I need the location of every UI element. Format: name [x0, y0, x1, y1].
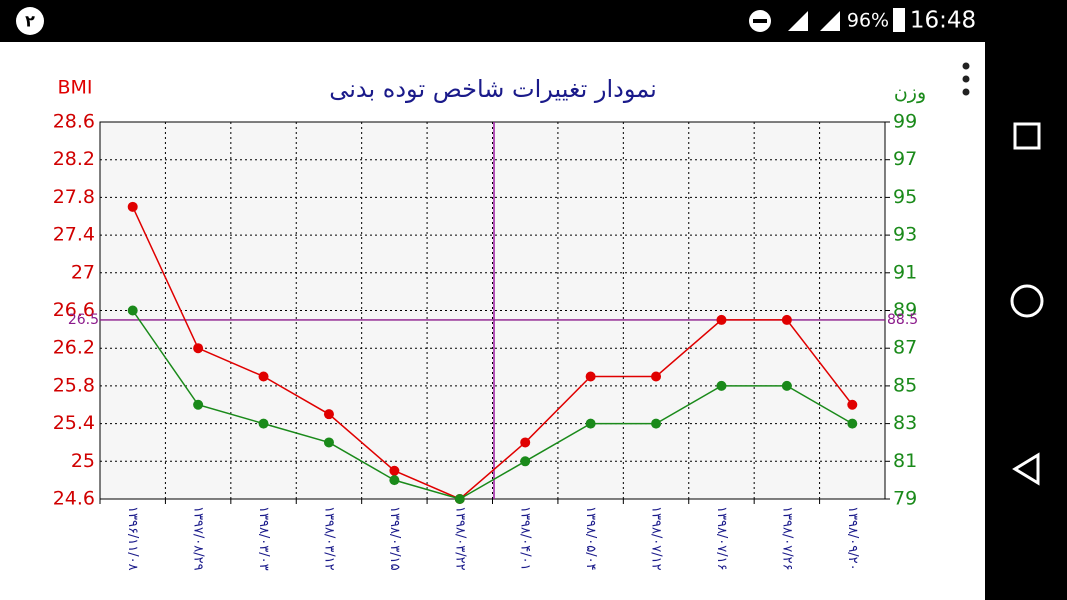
x-tick-label: ۱۳۹۶/۱۱/۰۸: [125, 506, 140, 571]
y-tick-label: 27.4: [53, 224, 95, 246]
y2-tick-label: 81: [893, 450, 917, 472]
clock: 16:48: [910, 8, 976, 34]
series-line: [132, 310, 853, 500]
data-point: [258, 371, 269, 382]
y-tick-label: 28.2: [53, 148, 95, 170]
y-tick-label: 24.6: [53, 488, 95, 510]
data-point: [847, 418, 858, 429]
x-tick-label: ۱۳۹۸/۰۷/۱۲: [649, 506, 664, 571]
y-tick-label: 26.2: [53, 337, 95, 359]
data-point: [193, 343, 204, 354]
y-tick-label: 27.8: [53, 186, 95, 208]
data-point: [323, 437, 334, 448]
data-point: [127, 201, 138, 212]
y2-tick-label: 79: [893, 488, 917, 510]
data-point: [651, 418, 662, 429]
y2-tick-label: 83: [893, 412, 917, 434]
signal-icon: [788, 11, 808, 31]
menu-dot[interactable]: [962, 75, 970, 83]
data-point: [716, 380, 727, 391]
data-point: [585, 418, 596, 429]
data-point: [781, 380, 792, 391]
y-tick-label: 25: [71, 450, 95, 472]
reference-label-y2: 88.5: [887, 312, 918, 328]
y2-axis-label: وزن: [894, 82, 926, 104]
x-tick-label: ۱۳۹۸/۰۳/۰۳: [256, 506, 271, 571]
menu-dot[interactable]: [962, 62, 970, 70]
dnd-bar: [753, 19, 767, 23]
x-tick-label: ۱۳۹۸/۰۴/۰۱: [518, 506, 533, 571]
notification-count: ۲: [25, 12, 35, 31]
menu-dot[interactable]: [962, 88, 970, 96]
x-tick-label: ۱۳۹۸/۰۹/۲۰: [845, 506, 860, 571]
y-tick-label: 25.8: [53, 374, 95, 396]
y2-tick-label: 85: [893, 374, 917, 396]
data-point: [193, 399, 204, 410]
y2-tick-label: 89: [893, 299, 917, 321]
notification-icon: [16, 7, 44, 35]
data-point: [585, 371, 596, 382]
y-tick-label: 25.4: [53, 412, 95, 434]
y2-tick-label: 99: [893, 111, 917, 133]
x-tick-label: ۱۳۹۸/۰۳/۱۵: [387, 506, 402, 571]
data-point: [389, 465, 400, 476]
reference-label: 26.5: [68, 312, 99, 328]
battery-text: 96%: [847, 10, 889, 32]
data-point: [454, 494, 465, 504]
recents-button[interactable]: [1013, 122, 1041, 150]
nav-bar: [985, 42, 1067, 600]
y-tick-label: 27: [71, 261, 95, 283]
chart-title: نمودار تغییرات شاخص توده بدنی: [329, 75, 657, 103]
data-point: [323, 409, 334, 420]
data-point: [520, 437, 531, 448]
data-point: [520, 456, 531, 467]
x-tick-label: ۱۳۹۸/۰۳/۲۲: [452, 506, 467, 571]
y2-tick-label: 97: [893, 148, 917, 170]
x-tick-label: ۱۳۹۸/۰۳/۱۲: [321, 506, 336, 571]
back-button[interactable]: [1012, 452, 1040, 486]
x-tick-label: ۱۳۹۷/۰۸/۲۹: [191, 506, 206, 571]
x-tick-label: ۱۳۹۸/۰۷/۲۶: [779, 506, 794, 571]
y2-tick-label: 91: [893, 261, 917, 283]
x-tick-label: ۱۳۹۸/۰۵/۰۴: [583, 506, 598, 571]
data-point: [127, 305, 138, 316]
data-point: [716, 314, 727, 325]
status-bar: [0, 0, 1067, 42]
y2-tick-label: 93: [893, 224, 917, 246]
y-tick-label: 26.6: [53, 299, 95, 321]
home-button[interactable]: [1010, 284, 1044, 318]
data-point: [258, 418, 269, 429]
y2-tick-label: 87: [893, 337, 917, 359]
y-axis-label: BMI: [57, 77, 92, 99]
data-point: [847, 399, 858, 410]
signal-icon: [820, 11, 840, 31]
series-line: [132, 206, 853, 500]
y2-tick-label: 95: [893, 186, 917, 208]
data-point: [781, 314, 792, 325]
y-tick-label: 28.6: [53, 111, 95, 133]
data-point: [389, 475, 400, 486]
x-tick-label: ۱۳۹۸/۰۷/۱۶: [714, 506, 729, 571]
battery-icon: [893, 8, 905, 32]
data-point: [651, 371, 662, 382]
